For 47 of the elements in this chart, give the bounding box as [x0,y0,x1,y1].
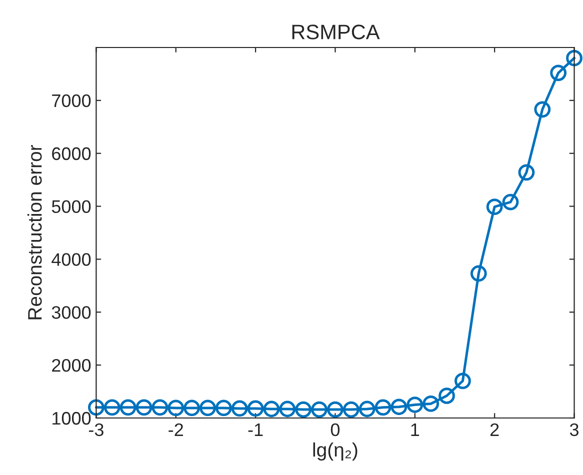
x-tick-label: -3 [88,423,104,436]
point [215,400,232,416]
point [358,400,376,418]
x-tick-label: 2 [490,423,499,436]
y-tick-label: 4000 [52,253,91,266]
point [279,400,296,418]
y-tick-label: 7000 [52,94,91,108]
point [390,398,408,416]
point [438,388,455,404]
point [502,194,519,210]
point [518,164,535,181]
point [231,400,248,417]
x-axis-title: lg(η₂) [313,442,358,461]
chart-title: RSMPCA [292,24,380,40]
point [200,400,216,416]
point [263,400,280,418]
point [374,399,392,416]
y-tick-label: 6000 [52,147,91,160]
point [566,50,582,66]
point [295,401,312,418]
point [168,400,184,416]
x-tick-label: 3 [570,423,578,436]
x-tick-label: -2 [168,423,183,436]
point [534,101,551,118]
point [136,399,152,416]
point [486,198,503,216]
point [454,372,471,390]
point [470,265,487,282]
y-tick-label: 2000 [52,359,91,372]
point [120,399,136,416]
point [406,396,424,413]
y-axis-title: Reconstruction error [27,144,42,320]
y-tick-label: 1000 [52,412,91,425]
point [327,401,344,418]
y-tick-label: 3000 [52,306,91,319]
x-tick-label: -1 [248,424,263,436]
point [104,399,120,416]
point [550,64,567,82]
y-tick-label: 5000 [52,200,91,214]
point [311,401,328,418]
point [342,401,360,418]
point [184,400,200,416]
point [152,399,168,416]
point [247,400,264,417]
x-tick-label: 0 [330,423,340,436]
point [422,396,440,412]
x-tick-label: 1 [411,424,420,436]
